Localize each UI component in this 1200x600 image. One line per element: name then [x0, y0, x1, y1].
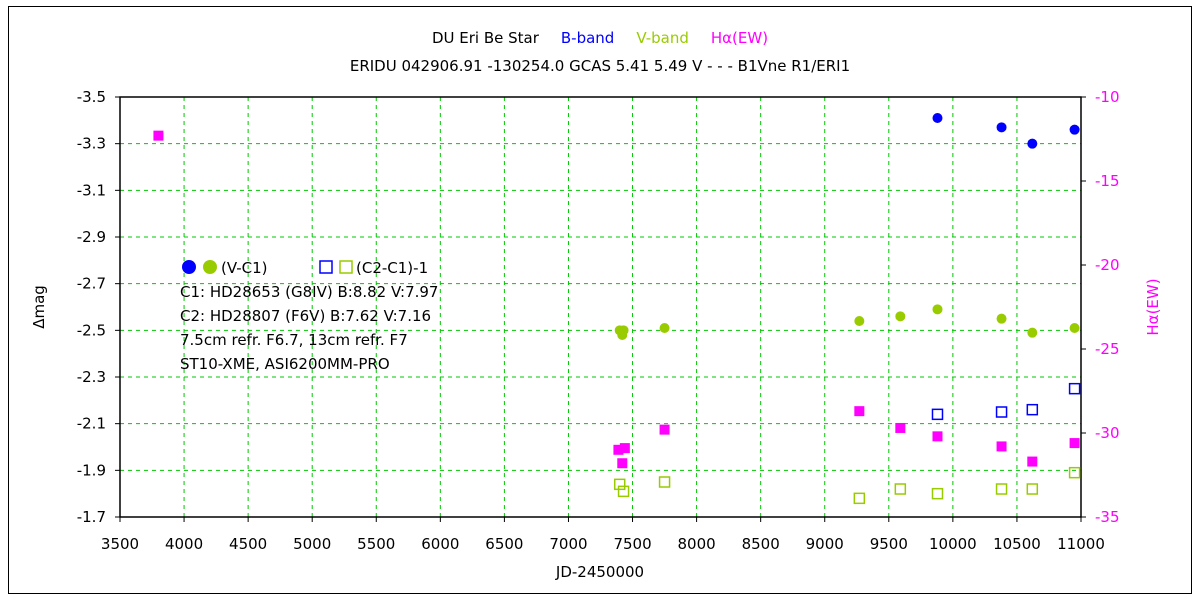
- y-tick-label: -3.1: [77, 181, 106, 199]
- y2-tick-label: -30: [1095, 424, 1120, 442]
- y-tick-label: -3.5: [77, 88, 106, 106]
- x-tick-label: 10500: [993, 535, 1041, 553]
- legend-label-v-c1: (V-C1): [221, 259, 268, 277]
- legend-line-2: C2: HD28807 (F6V) B:7.62 V:7.16: [180, 307, 431, 325]
- data-point: [617, 485, 630, 498]
- data-point: [995, 483, 1008, 495]
- y-tick-label: -2.1: [77, 415, 106, 433]
- legend-v-band-marker: [203, 260, 217, 274]
- legend-line-3: 7.5cm refr. F6.7, 13cm refr. F7: [180, 331, 408, 349]
- x-tick-label: 5500: [357, 535, 395, 553]
- chart-title: DU Eri Be Star B-band V-band Hα(EW): [432, 29, 768, 47]
- legend-c2-v-marker: [339, 260, 353, 274]
- x-tick-label: 6000: [421, 535, 459, 553]
- x-tick-labels: 3500 4000 4500 5000 5500 6000 6500 7000 7500 8000…: [101, 517, 1105, 553]
- y2-tick-label: -25: [1095, 340, 1120, 358]
- x-tick-label: 5000: [293, 535, 331, 553]
- data-point: [854, 406, 865, 417]
- data-point: [931, 487, 944, 500]
- data-point: [618, 325, 629, 336]
- data-point: [613, 444, 624, 455]
- y-tick-label: -2.7: [77, 275, 106, 293]
- data-point: [996, 313, 1007, 324]
- x-axis-label: JD-2450000: [555, 563, 644, 581]
- data-point: [617, 458, 628, 469]
- x-tick-label: 9000: [806, 535, 844, 553]
- legend-label-c2-c1: (C2-C1)-1: [356, 259, 428, 277]
- x-tick-label: 11000: [1057, 535, 1105, 553]
- data-point: [1068, 382, 1081, 395]
- x-tick-label: 10000: [929, 535, 977, 553]
- x-tick-label: 8000: [678, 535, 716, 553]
- legend-c2-b-marker: [319, 260, 333, 274]
- data-point: [1069, 323, 1080, 333]
- x-tick-label: 9500: [870, 535, 908, 553]
- data-point: [932, 304, 943, 315]
- y2-tick-label: -20: [1095, 256, 1120, 274]
- data-point: [932, 431, 943, 442]
- data-point: [1027, 138, 1038, 149]
- data-point: [1027, 456, 1038, 467]
- data-point: [619, 443, 630, 454]
- data-point: [894, 483, 907, 495]
- x-tick-label: 4500: [229, 535, 267, 553]
- x-tick-label: 7000: [549, 535, 587, 553]
- data-point: [1069, 124, 1080, 135]
- data-point: [895, 422, 906, 433]
- y2-tick-label: -15: [1095, 172, 1120, 190]
- data-point: [995, 406, 1008, 418]
- plot-area: [119, 96, 1082, 518]
- data-point: [153, 130, 164, 141]
- chart-subtitle: ERIDU 042906.91 -130254.0 GCAS 5.41 5.49…: [350, 57, 850, 75]
- y-tick-label: -2.5: [77, 321, 106, 339]
- y2-tick-label: -10: [1095, 88, 1120, 106]
- data-point: [613, 478, 626, 491]
- data-point: [658, 476, 671, 488]
- chart-title-text: DU Eri Be Star B-band V-band Hα(EW): [432, 29, 768, 47]
- grid-lines: [120, 97, 1081, 517]
- legend-line-4: ST10-XME, ASI6200MM-PRO: [180, 355, 390, 373]
- x-tick-label: 7500: [613, 535, 651, 553]
- data-point: [659, 323, 670, 333]
- y-tick-labels: -3.5 -3.3 -3.1 -2.9 -2.7 -2.5 -2.3 -2.1 -1.9 -1.7: [77, 88, 120, 526]
- y-tick-label: -3.3: [77, 135, 106, 153]
- legend-line-1: C1: HD28653 (G8IV) B:8.82 V:7.97: [180, 283, 438, 301]
- y-tick-label: -1.7: [77, 508, 106, 526]
- data-point: [932, 113, 943, 123]
- y-tick-label: -1.9: [77, 461, 106, 479]
- data-point: [659, 424, 670, 435]
- y-tick-label: -2.9: [77, 228, 106, 246]
- data-point: [931, 408, 944, 421]
- x-tick-label: 6500: [485, 535, 523, 553]
- title-part-2: V-band: [636, 29, 689, 47]
- data-point: [853, 492, 866, 505]
- x-tick-label: 8500: [742, 535, 780, 553]
- title-part-0: DU Eri Be Star: [432, 29, 540, 47]
- data-point: [1026, 483, 1039, 495]
- data-point: [1068, 466, 1081, 479]
- x-tick-label: 4000: [165, 535, 203, 553]
- data-point: [1026, 403, 1039, 416]
- chart-frame: [8, 6, 1192, 594]
- y2-tick-label: -35: [1095, 508, 1120, 526]
- data-point: [895, 311, 906, 322]
- data-point: [996, 441, 1007, 452]
- title-part-1: B-band: [561, 29, 614, 47]
- data-point: [1069, 438, 1080, 449]
- legend-b-band-marker: [182, 260, 196, 274]
- data-points: [153, 113, 1081, 505]
- data-point: [854, 316, 865, 326]
- x-tick-label: 3500: [101, 535, 139, 553]
- legend: (V-C1) (C2-C1)-1 C1: HD28653 (G8IV) B:8.…: [180, 259, 438, 373]
- y2-tick-labels: -10 -15 -20 -25 -30 -35: [1081, 88, 1120, 526]
- y2-axis-label: Hα(EW): [1144, 278, 1162, 335]
- y-tick-label: -2.3: [77, 368, 106, 386]
- title-part-3: Hα(EW): [711, 29, 768, 47]
- data-point: [1027, 327, 1038, 338]
- data-point: [996, 122, 1007, 133]
- y-axis-label: Δmag: [30, 285, 48, 329]
